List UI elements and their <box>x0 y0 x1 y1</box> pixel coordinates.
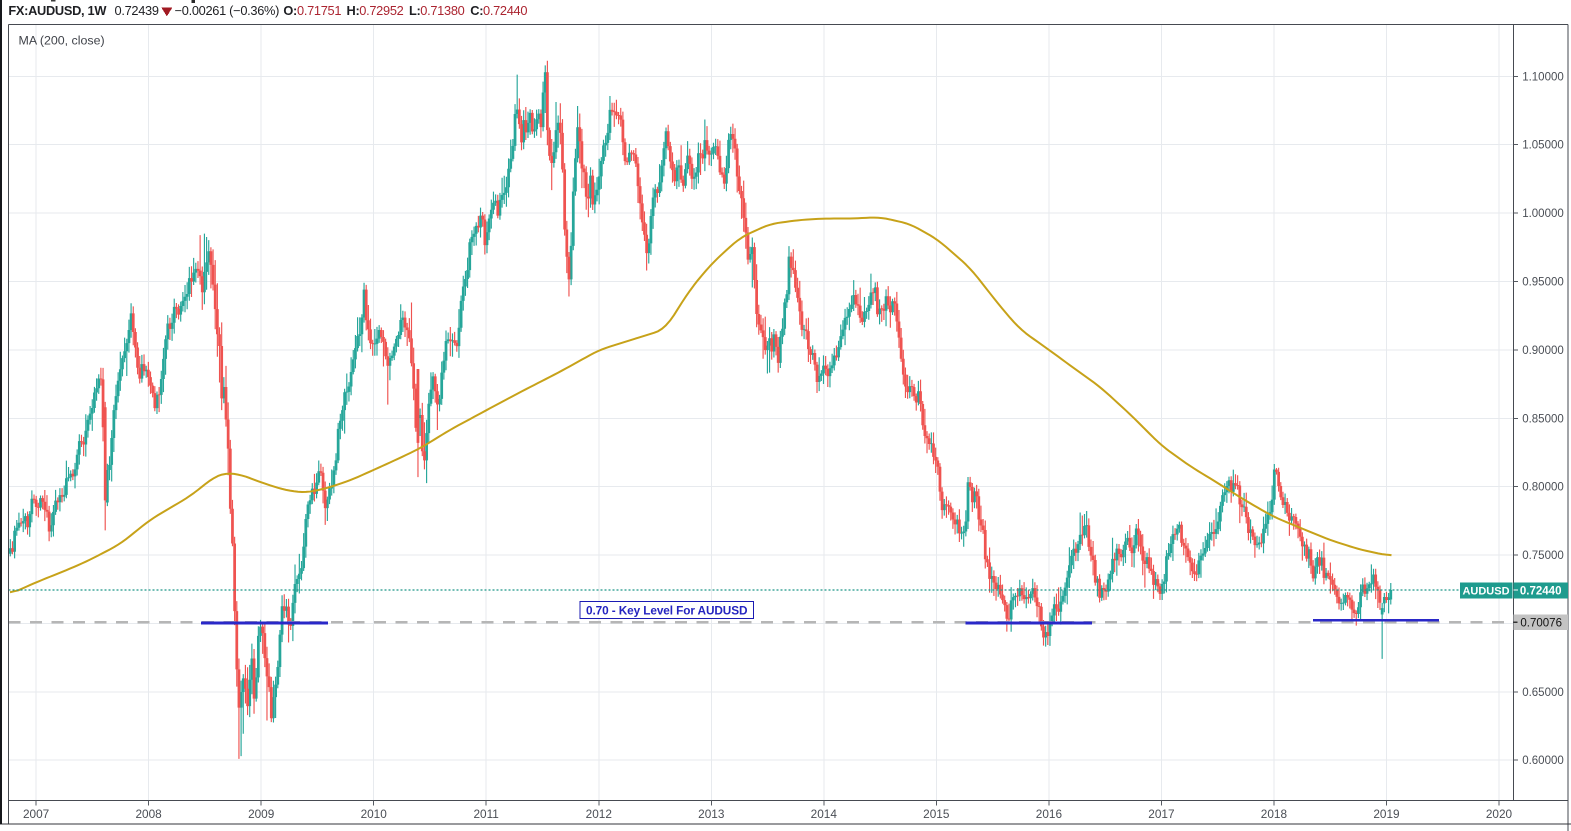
svg-text:2007: 2007 <box>23 807 49 821</box>
svg-text:O:: O: <box>283 3 297 18</box>
svg-text:2014: 2014 <box>811 807 838 821</box>
svg-text:2008: 2008 <box>135 807 162 821</box>
svg-text:MA (200, close): MA (200, close) <box>19 33 105 47</box>
svg-text:−0.00261 (−0.36%): −0.00261 (−0.36%) <box>175 3 280 18</box>
svg-text:2015: 2015 <box>923 807 950 821</box>
svg-text:2018: 2018 <box>1261 807 1288 821</box>
svg-text:0.80000: 0.80000 <box>1522 482 1564 494</box>
svg-text:0.70 - Key Level For AUDUSD: 0.70 - Key Level For AUDUSD <box>586 604 748 618</box>
svg-text:0.72439: 0.72439 <box>115 3 159 18</box>
svg-text:AUDUSD: AUDUSD <box>1462 585 1509 597</box>
svg-text:2010: 2010 <box>361 807 388 821</box>
svg-text:0.90000: 0.90000 <box>1522 345 1564 357</box>
svg-text:L:: L: <box>409 3 421 18</box>
svg-text:0.65000: 0.65000 <box>1522 687 1564 699</box>
svg-text:2013: 2013 <box>698 807 725 821</box>
svg-text:H:: H: <box>347 3 360 18</box>
svg-text:0.71751: 0.71751 <box>297 3 341 18</box>
svg-text:0.72440: 0.72440 <box>1520 586 1562 598</box>
svg-text:0.72440: 0.72440 <box>483 3 527 18</box>
svg-text:1.10000: 1.10000 <box>1522 71 1564 83</box>
svg-text:0.70076: 0.70076 <box>1520 618 1562 630</box>
svg-text:0.75000: 0.75000 <box>1522 550 1564 562</box>
svg-text:2011: 2011 <box>474 807 499 821</box>
svg-text:C:: C: <box>470 3 483 18</box>
svg-text:2016: 2016 <box>1036 807 1063 821</box>
svg-text:0.95000: 0.95000 <box>1522 277 1564 289</box>
svg-text:2009: 2009 <box>248 807 274 821</box>
svg-text:2019: 2019 <box>1373 807 1399 821</box>
svg-text:0.85000: 0.85000 <box>1522 413 1564 425</box>
svg-text:1.05000: 1.05000 <box>1522 140 1564 152</box>
svg-text:0.60000: 0.60000 <box>1522 755 1564 767</box>
svg-text:FX:AUDUSD, 1W: FX:AUDUSD, 1W <box>8 3 107 18</box>
svg-text:0.71380: 0.71380 <box>420 3 464 18</box>
svg-text:2017: 2017 <box>1148 807 1174 821</box>
svg-text:1.00000: 1.00000 <box>1522 208 1564 220</box>
svg-text:2012: 2012 <box>586 807 612 821</box>
svg-text:2020: 2020 <box>1486 807 1513 821</box>
svg-text:0.72952: 0.72952 <box>359 3 403 18</box>
